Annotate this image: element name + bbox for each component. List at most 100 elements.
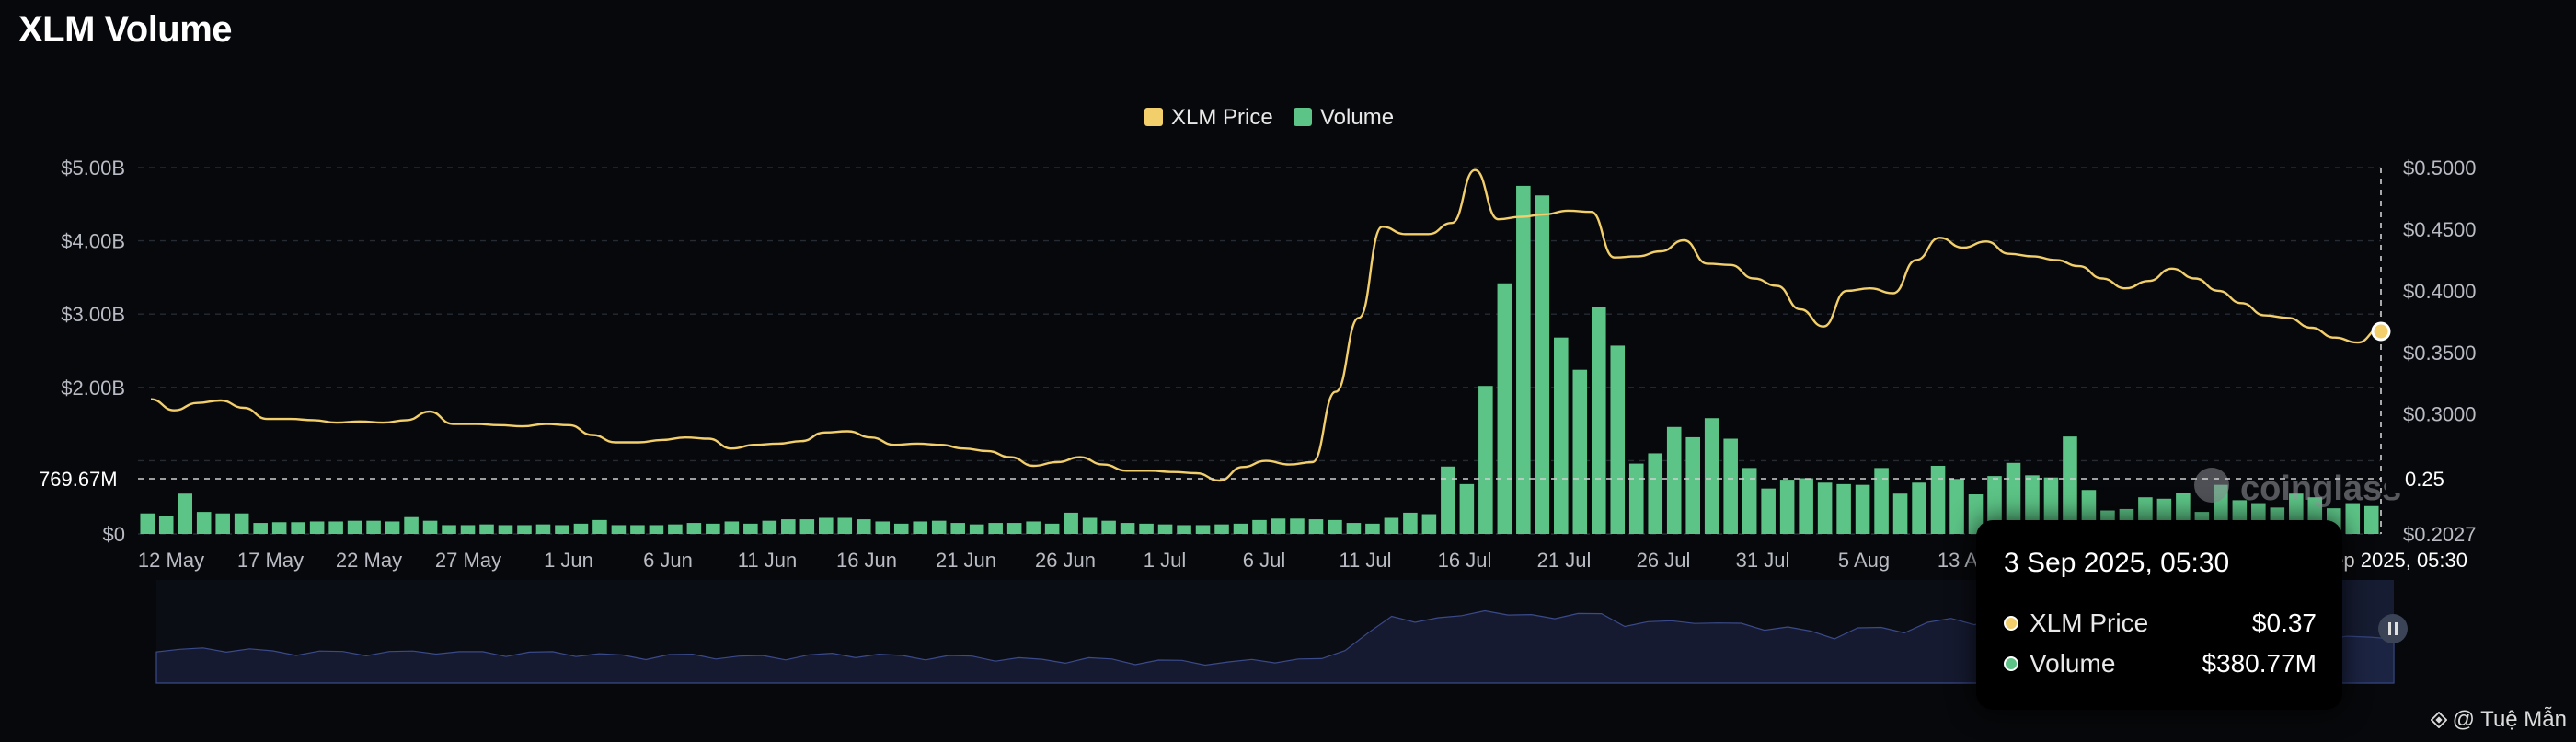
x-tick-label: 6 Jul [1243,549,1285,572]
volume-bar [988,523,1003,534]
volume-bar [649,525,664,534]
volume-bar [1535,195,1550,535]
tooltip-row-volume: Volume $380.77M [2004,649,2317,680]
volume-bar [404,516,419,534]
volume-bar [366,520,381,534]
legend-label-price[interactable]: XLM Price [1171,105,1273,130]
x-tick-label: 26 Jul [1637,549,1691,572]
volume-bar [535,524,551,534]
volume-bar [1987,476,2002,534]
x-tick-label: 31 Jul [1736,549,1790,572]
volume-bar [1328,519,1342,534]
volume-bar [385,521,400,534]
volume-bar [1346,523,1362,534]
x-tick-label: 21 Jun [936,549,996,572]
x-tick-label: 21 Jul [1537,549,1592,572]
volume-bar [555,525,569,534]
volume-bar [2006,462,2021,534]
volume-bar [592,519,607,534]
navigator-pause-button[interactable] [2378,614,2408,643]
price-line [150,168,2382,482]
price-hover-point [2371,321,2391,342]
volume-bar [819,517,834,534]
volume-bar [1403,512,1418,534]
page-title: XLM Volume [18,9,233,50]
x-tick-label: 27 May [435,549,501,572]
y-axis-left: $0 $2.00B $3.00B $4.00B $5.00B [61,157,125,546]
diamond-logo-icon [2430,712,2447,728]
volume-bar [1441,466,1455,534]
chart-legend[interactable]: XLM Price Volume [1144,105,1394,130]
volume-bar [1761,488,1776,534]
volume-bar [479,524,494,534]
volume-bar [309,521,325,534]
x-tick-label: 12 May [138,549,204,572]
volume-bar [706,523,720,534]
volume-bar [1006,523,1022,534]
volume-bar [1648,453,1663,534]
volume-bar [1572,369,1588,534]
volume-bar [875,521,891,534]
volume-bar [1892,493,1908,534]
credit-text: @ Tuệ Mẫn [2452,707,2567,732]
x-tick-label: 16 Jun [836,549,897,572]
volume-bar [1139,523,1154,534]
volume-bar [1120,523,1135,534]
y-right-tick-label: $0.5000 [2403,157,2477,180]
volume-bar [422,520,438,534]
volume-bar [291,522,305,534]
y-left-tick-label: $0 [103,523,125,546]
y-left-tick-label: $2.00B [61,377,125,400]
x-tick-label: 6 Jun [643,549,693,572]
volume-bar [1478,386,1493,534]
tooltip-volume-dot-icon [2004,656,2018,671]
watermark-icon [2194,468,2229,503]
volume-bar [1195,525,1211,534]
tooltip-price-dot-icon [2004,616,2018,631]
volume-bar [498,525,513,534]
watermark-text: coinglass [2240,470,2401,508]
volume-bar [781,519,796,534]
x-axis: 12 May 17 May 22 May 27 May 1 Jun 6 Jun 11 Jun… [138,549,1989,572]
author-credit: @ Tuệ Mẫn [2430,707,2567,733]
volume-bar [1855,484,1870,534]
volume-bar [1214,524,1229,534]
volume-bar [1157,524,1173,534]
volume-bar [1082,517,1098,534]
volume-bar [630,525,645,534]
legend-label-volume[interactable]: Volume [1320,105,1394,130]
volume-bars [140,185,2379,535]
volume-bar [1233,523,1248,534]
crosshair-price-label: 0.25 [2405,468,2444,491]
tooltip-volume-label: Volume [2030,649,2116,678]
volume-bar [347,520,362,534]
volume-bar [931,520,947,534]
volume-bar [893,523,909,534]
volume-bar [969,524,984,534]
volume-bar [2363,505,2379,534]
volume-bar [686,523,702,534]
crosshair-volume-label: 769.67M [39,468,118,491]
volume-bar [140,513,155,534]
volume-bar [1271,518,1286,534]
volume-bar [611,525,627,534]
volume-bar [1666,426,1682,534]
x-tick-label: 17 May [237,549,304,572]
volume-bar [1252,519,1267,534]
volume-bar [1290,518,1305,534]
volume-bar [1554,337,1569,534]
x-tick-label: 1 Jun [544,549,593,572]
volume-bar [215,513,230,534]
tooltip-date: 3 Sep 2025, 05:30 [2004,548,2230,578]
crosshair-volume-label-bg [31,464,132,493]
y-axis-right: $0.2027 $0.3000 $0.3500 $0.4000 $0.4500 $0.50… [2403,157,2477,546]
volume-bar [573,523,589,534]
volume-bar [743,523,758,534]
volume-bar [1177,525,1191,534]
volume-bar [234,513,249,534]
volume-bar [1912,482,1926,534]
volume-bar [1516,185,1531,534]
volume-bar [2345,503,2361,534]
volume-bar [1836,483,1851,534]
volume-bar [837,517,853,534]
